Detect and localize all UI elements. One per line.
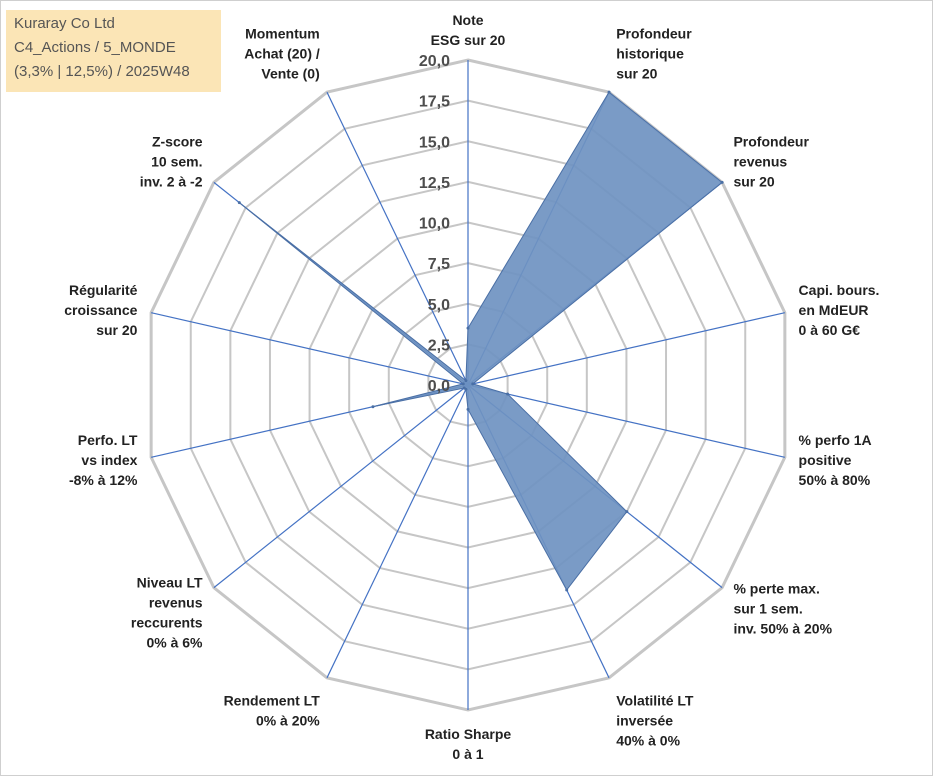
axis-spoke bbox=[213, 384, 469, 589]
axis-label-line: 0 à 60 G€ bbox=[799, 322, 861, 338]
axis-label: Volatilité LT inversée 40% à 0% bbox=[616, 693, 694, 749]
axis-label: Note ESG sur 20 bbox=[431, 12, 506, 48]
axis-label: Z-score 10 sem. inv. 2 à -2 bbox=[140, 134, 203, 190]
axis-spoke bbox=[467, 312, 785, 386]
data-point bbox=[461, 382, 465, 386]
tick-label: 2,5 bbox=[428, 337, 450, 354]
axis-label-line: revenus bbox=[149, 595, 203, 611]
axis-label-line: historique bbox=[616, 45, 684, 61]
axis-label-line: % perfo 1A bbox=[799, 432, 872, 448]
axis-label: Capi. bours. en MdEUR 0 à 60 G€ bbox=[799, 282, 880, 338]
axis-label-line: positive bbox=[799, 452, 852, 468]
data-point bbox=[625, 510, 629, 514]
data-point bbox=[720, 180, 724, 184]
axis-label-line: vs index bbox=[81, 452, 137, 468]
axis-label-line: Momentum bbox=[245, 25, 320, 41]
axis-label-line: reccurents bbox=[131, 615, 203, 631]
axis-label-line: sur 1 sem. bbox=[733, 600, 802, 616]
company-name: Kuraray Co Ltd bbox=[14, 15, 115, 32]
axis-label-line: 10 sem. bbox=[151, 154, 202, 170]
axis-label: Régularité croissance sur 20 bbox=[64, 282, 137, 338]
axis-label-line: croissance bbox=[64, 302, 137, 318]
tick-label: 15,0 bbox=[419, 134, 450, 151]
tick-labels: 0,0 2,5 5,0 7,5 10,0 12,5 15,0 17,5 20,0 bbox=[419, 53, 450, 395]
axis-spoke bbox=[326, 91, 469, 386]
tick-label: 10,0 bbox=[419, 216, 450, 233]
axis-label-line: revenus bbox=[733, 154, 787, 170]
data-point bbox=[471, 382, 475, 386]
axis-spoke bbox=[467, 384, 785, 458]
axis-label-line: en MdEUR bbox=[799, 302, 869, 318]
axis-label-line: inv. 50% à 20% bbox=[733, 620, 832, 636]
axis-label-line: Niveau LT bbox=[137, 575, 203, 591]
data-point bbox=[506, 392, 510, 396]
tick-label: 17,5 bbox=[419, 94, 450, 111]
axis-label-line: Z-score bbox=[152, 134, 203, 150]
data-point bbox=[466, 326, 470, 330]
axis-label-line: 0% à 6% bbox=[146, 635, 203, 651]
axis-spoke bbox=[326, 384, 469, 679]
tick-label: 5,0 bbox=[428, 297, 450, 314]
axis-label-line: 40% à 0% bbox=[616, 733, 680, 749]
axis-label-line: inversée bbox=[616, 713, 673, 729]
axis-label: Niveau LT revenus reccurents 0% à 6% bbox=[131, 575, 203, 651]
axis-label-line: Ratio Sharpe bbox=[425, 726, 512, 742]
portfolio-name: C4_Actions / 5_MONDE bbox=[14, 39, 176, 56]
axis-label-line: -8% à 12% bbox=[69, 472, 138, 488]
axis-spoke bbox=[151, 312, 469, 386]
tick-label: 20,0 bbox=[419, 53, 450, 70]
axis-label: Momentum Achat (20) / Vente (0) bbox=[244, 25, 320, 81]
data-point bbox=[462, 386, 466, 390]
series bbox=[237, 90, 724, 592]
axis-label-line: Rendement LT bbox=[224, 693, 321, 709]
info-box: Kuraray Co Ltd C4_Actions / 5_MONDE (3,3… bbox=[6, 10, 221, 92]
axis-label: % perfo 1A positive 50% à 80% bbox=[799, 432, 872, 488]
data-point bbox=[237, 201, 241, 205]
axis-label-line: Note bbox=[452, 12, 483, 28]
weight-week: (3,3% | 12,5%) / 2025W48 bbox=[14, 63, 190, 80]
series-area bbox=[238, 91, 723, 591]
axis-label-line: sur 20 bbox=[616, 65, 657, 81]
axis-label-line: Capi. bours. bbox=[799, 282, 880, 298]
data-point bbox=[371, 405, 375, 409]
axis-label-line: 50% à 80% bbox=[799, 472, 871, 488]
axis-label-line: sur 20 bbox=[733, 174, 774, 190]
data-point bbox=[607, 90, 611, 94]
axis-label-line: ESG sur 20 bbox=[431, 32, 506, 48]
tick-label: 12,5 bbox=[419, 175, 450, 192]
tick-label: 7,5 bbox=[428, 256, 450, 273]
axis-label-line: 0% à 20% bbox=[256, 713, 320, 729]
data-point bbox=[464, 379, 468, 383]
axis-label-line: Perfo. LT bbox=[78, 432, 138, 448]
axis-label-line: Profondeur bbox=[616, 25, 692, 41]
axis-label-line: Profondeur bbox=[733, 134, 809, 150]
axis-labels: Note ESG sur 20 Profondeur historique sur 20… bbox=[64, 12, 879, 762]
axis-label-line: Volatilité LT bbox=[616, 693, 694, 709]
axis-label-line: Vente (0) bbox=[261, 65, 319, 81]
axis-label-line: 0 à 1 bbox=[452, 746, 483, 762]
axis-label-line: inv. 2 à -2 bbox=[140, 174, 203, 190]
axis-label: Rendement LT 0% à 20% bbox=[224, 693, 321, 729]
axis-label: % perte max. sur 1 sem. inv. 50% à 20% bbox=[733, 580, 832, 636]
axis-label: Ratio Sharpe 0 à 1 bbox=[425, 726, 512, 762]
data-point bbox=[466, 407, 470, 411]
data-point bbox=[565, 588, 569, 592]
axis-label-line: Achat (20) / bbox=[244, 45, 320, 61]
axis-label-line: Régularité bbox=[69, 282, 138, 298]
axis-label-line: % perte max. bbox=[733, 580, 819, 596]
axis-label: Perfo. LT vs index -8% à 12% bbox=[69, 432, 138, 488]
tick-label: 0,0 bbox=[428, 378, 450, 395]
axis-label-line: sur 20 bbox=[96, 322, 137, 338]
axis-label: Profondeur revenus sur 20 bbox=[733, 134, 809, 190]
axis-label: Profondeur historique sur 20 bbox=[616, 25, 692, 81]
